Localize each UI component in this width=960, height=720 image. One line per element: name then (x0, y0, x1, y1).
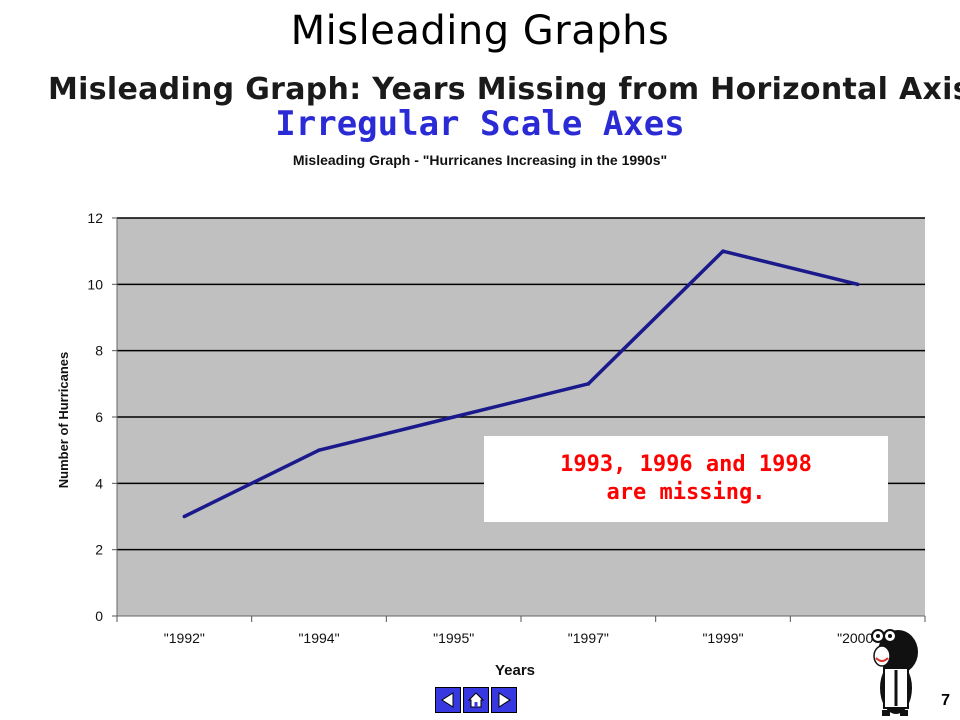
y-axis-label: Number of Hurricanes (56, 352, 71, 489)
missing-years-callout: 1993, 1996 and 1998 are missing. (484, 436, 888, 522)
x-tick-label: "1992" (164, 630, 205, 646)
data-point (182, 514, 187, 519)
x-tick-label: "1999" (702, 630, 743, 646)
data-point (586, 382, 591, 386)
series-line (183, 249, 859, 519)
slide-navigation (435, 687, 517, 713)
x-tick-label: "1997" (568, 630, 609, 646)
data-point (721, 249, 725, 253)
left-triangle-icon (441, 692, 454, 708)
page-number: 7 (941, 692, 950, 709)
banner-heading: Misleading Graph: Years Missing from Hor… (48, 72, 960, 107)
data-point (855, 282, 860, 287)
callout-line-1: 1993, 1996 and 1998 (560, 452, 812, 477)
chart-title: Misleading Graph - "Hurricanes Increasin… (292, 152, 668, 168)
y-tick-label: 2 (95, 542, 103, 558)
x-tick-label: "1995" (433, 630, 474, 646)
data-point (317, 448, 321, 452)
y-tick-label: 0 (95, 608, 103, 624)
y-tick-label: 4 (95, 475, 103, 491)
previous-slide-button[interactable] (435, 687, 461, 713)
x-axis-label: Years (495, 662, 535, 679)
callout-line-2: are missing. (606, 480, 766, 505)
x-tick-label: "2000" (837, 630, 878, 646)
y-tick-label: 6 (95, 409, 103, 425)
y-tick-label: 8 (95, 343, 103, 359)
home-icon (467, 692, 485, 708)
slide-subtitle: Irregular Scale Axes (275, 104, 685, 144)
y-tick-label: 10 (87, 276, 103, 292)
right-triangle-icon (498, 692, 511, 708)
y-tick-label: 12 (87, 210, 103, 226)
slide-title: Misleading Graphs (290, 8, 670, 54)
x-tick-label: "1994" (298, 630, 339, 646)
home-button[interactable] (463, 687, 489, 713)
next-slide-button[interactable] (491, 687, 517, 713)
data-point (451, 415, 456, 419)
mascot-illustration (871, 629, 918, 716)
